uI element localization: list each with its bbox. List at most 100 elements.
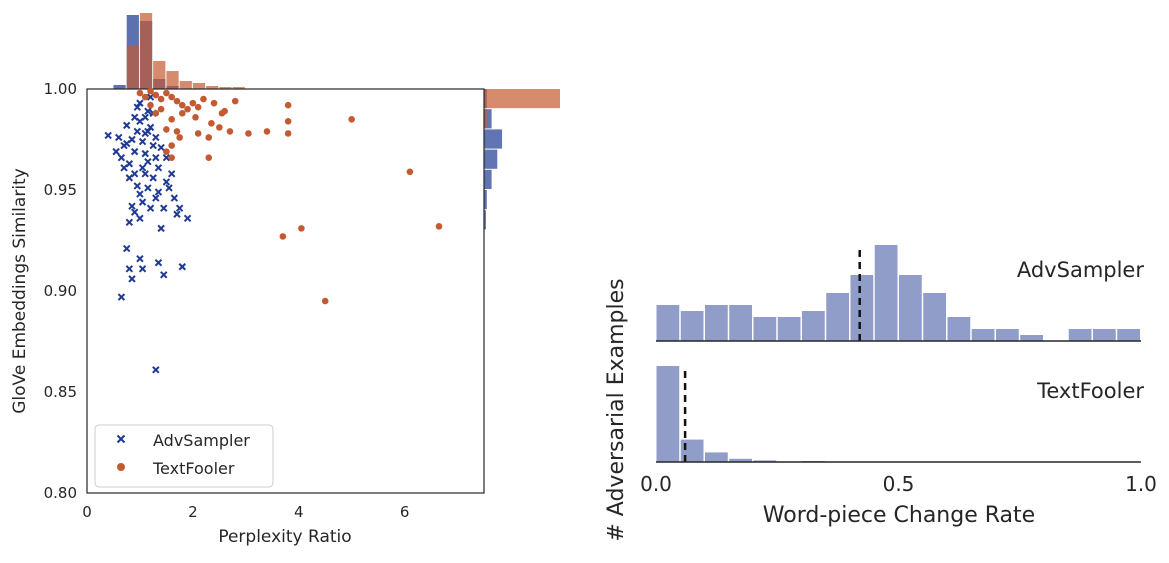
point-advsampler xyxy=(115,133,123,142)
right-hist-bar-textfooler xyxy=(484,89,560,109)
point-advsampler xyxy=(122,139,131,148)
point-textfooler xyxy=(152,91,160,99)
point-textfooler xyxy=(226,128,234,135)
point-textfooler xyxy=(152,109,160,117)
hist-bar-advsampler xyxy=(705,305,728,341)
hist-bar-advsampler xyxy=(874,245,898,341)
hist-bar-advsampler xyxy=(680,311,704,341)
right-hist-bar-advsampler xyxy=(484,109,492,129)
point-textfooler xyxy=(284,101,292,109)
point-advsampler xyxy=(157,224,165,233)
hist-bar-advsampler xyxy=(850,275,874,341)
point-textfooler xyxy=(284,118,292,125)
legend: AdvSampler TextFooler xyxy=(94,424,274,488)
point-advsampler xyxy=(133,182,141,190)
point-textfooler xyxy=(163,89,170,97)
point-advsampler xyxy=(136,254,144,263)
point-advsampler xyxy=(154,164,163,172)
point-textfooler xyxy=(194,103,202,111)
point-textfooler xyxy=(435,223,443,230)
top-hist-bar-textfooler xyxy=(166,71,179,89)
top-hist-bar-textfooler xyxy=(219,87,232,89)
right-hist-bar-textfooler xyxy=(484,109,487,129)
point-textfooler xyxy=(216,124,223,131)
legend-label-advsampler: AdvSampler xyxy=(153,431,250,450)
point-advsampler xyxy=(146,204,155,212)
point-advsampler xyxy=(183,214,192,222)
panel-label-textfooler: TextFooler xyxy=(1036,379,1144,403)
point-textfooler xyxy=(163,126,170,133)
point-advsampler xyxy=(112,147,120,156)
point-advsampler xyxy=(138,137,147,146)
point-advsampler xyxy=(146,123,155,132)
point-advsampler xyxy=(122,244,131,253)
point-textfooler xyxy=(173,97,181,105)
point-textfooler xyxy=(168,116,175,123)
y-tick-label: 1.00 xyxy=(44,80,77,98)
top-hist-bar-advsampler xyxy=(113,85,126,89)
point-advsampler xyxy=(149,141,157,150)
y-tick-label: 0.80 xyxy=(44,484,77,502)
point-textfooler xyxy=(168,142,175,149)
point-textfooler xyxy=(136,89,144,97)
point-advsampler xyxy=(136,214,144,222)
x-axis-label: Perplexity Ratio xyxy=(218,527,351,547)
right-hist-bar-advsampler xyxy=(484,169,492,189)
point-textfooler xyxy=(194,130,202,137)
point-advsampler xyxy=(104,131,112,140)
point-advsampler xyxy=(136,99,144,107)
x-tick-label: 0.0 xyxy=(640,472,672,496)
x-tick-labels: 0 2 4 6 xyxy=(82,503,409,521)
hist-bar-advsampler xyxy=(971,329,995,341)
hist-bar-advsampler xyxy=(656,305,680,341)
point-advsampler xyxy=(152,153,160,162)
x-tick-label: 2 xyxy=(188,503,198,521)
point-textfooler xyxy=(348,116,355,123)
point-textfooler xyxy=(147,87,154,95)
histogram-textfooler xyxy=(656,366,825,462)
point-advsampler xyxy=(167,170,176,178)
point-textfooler xyxy=(168,93,175,101)
point-textfooler xyxy=(279,233,287,240)
point-advsampler xyxy=(175,204,184,212)
point-advsampler xyxy=(128,202,136,210)
point-textfooler xyxy=(200,95,207,103)
hist-bar-advsampler xyxy=(923,293,946,341)
y-tick-label: 0.95 xyxy=(44,181,77,199)
point-advsampler xyxy=(162,178,171,186)
point-advsampler xyxy=(149,174,157,182)
x-axis-label: Word-piece Change Rate xyxy=(763,503,1035,528)
y-tick-labels: 0.80 0.85 0.90 0.95 1.00 xyxy=(44,80,77,502)
legend-x-mark xyxy=(116,434,126,444)
change-rate-histograms: AdvSampler TextFooler 0.0 0.5 1.0 Word-pie… xyxy=(604,245,1157,542)
panel-label-advsampler: AdvSampler xyxy=(1017,258,1144,282)
point-advsampler xyxy=(138,198,147,206)
point-textfooler xyxy=(205,154,213,161)
histogram-advsampler xyxy=(656,245,1140,341)
point-textfooler xyxy=(157,105,165,113)
point-textfooler xyxy=(147,101,154,109)
point-advsampler xyxy=(138,164,147,172)
point-advsampler xyxy=(154,188,163,196)
point-textfooler xyxy=(141,93,149,101)
hist-bar-advsampler xyxy=(1117,329,1140,341)
hist-bar-advsampler xyxy=(1068,329,1092,341)
point-textfooler xyxy=(178,101,186,109)
top-hist-bar-textfooler xyxy=(153,61,166,89)
hist-bar-textfooler xyxy=(656,366,680,462)
right-hist-bar-advsampler xyxy=(484,149,498,169)
top-hist-bar-textfooler xyxy=(232,87,245,89)
hist-bar-advsampler xyxy=(947,317,971,341)
point-advsampler xyxy=(130,208,139,216)
y-tick-label: 0.85 xyxy=(44,383,77,401)
top-hist-bar-textfooler xyxy=(179,81,192,89)
point-textfooler xyxy=(284,130,292,137)
point-textfooler xyxy=(163,148,170,155)
hist-bar-advsampler xyxy=(802,311,825,341)
point-advsampler xyxy=(141,149,149,158)
point-advsampler xyxy=(122,121,131,130)
point-textfooler xyxy=(205,134,213,141)
point-advsampler xyxy=(178,263,186,271)
point-advsampler xyxy=(125,218,134,227)
top-marginal-histogram xyxy=(113,13,245,89)
